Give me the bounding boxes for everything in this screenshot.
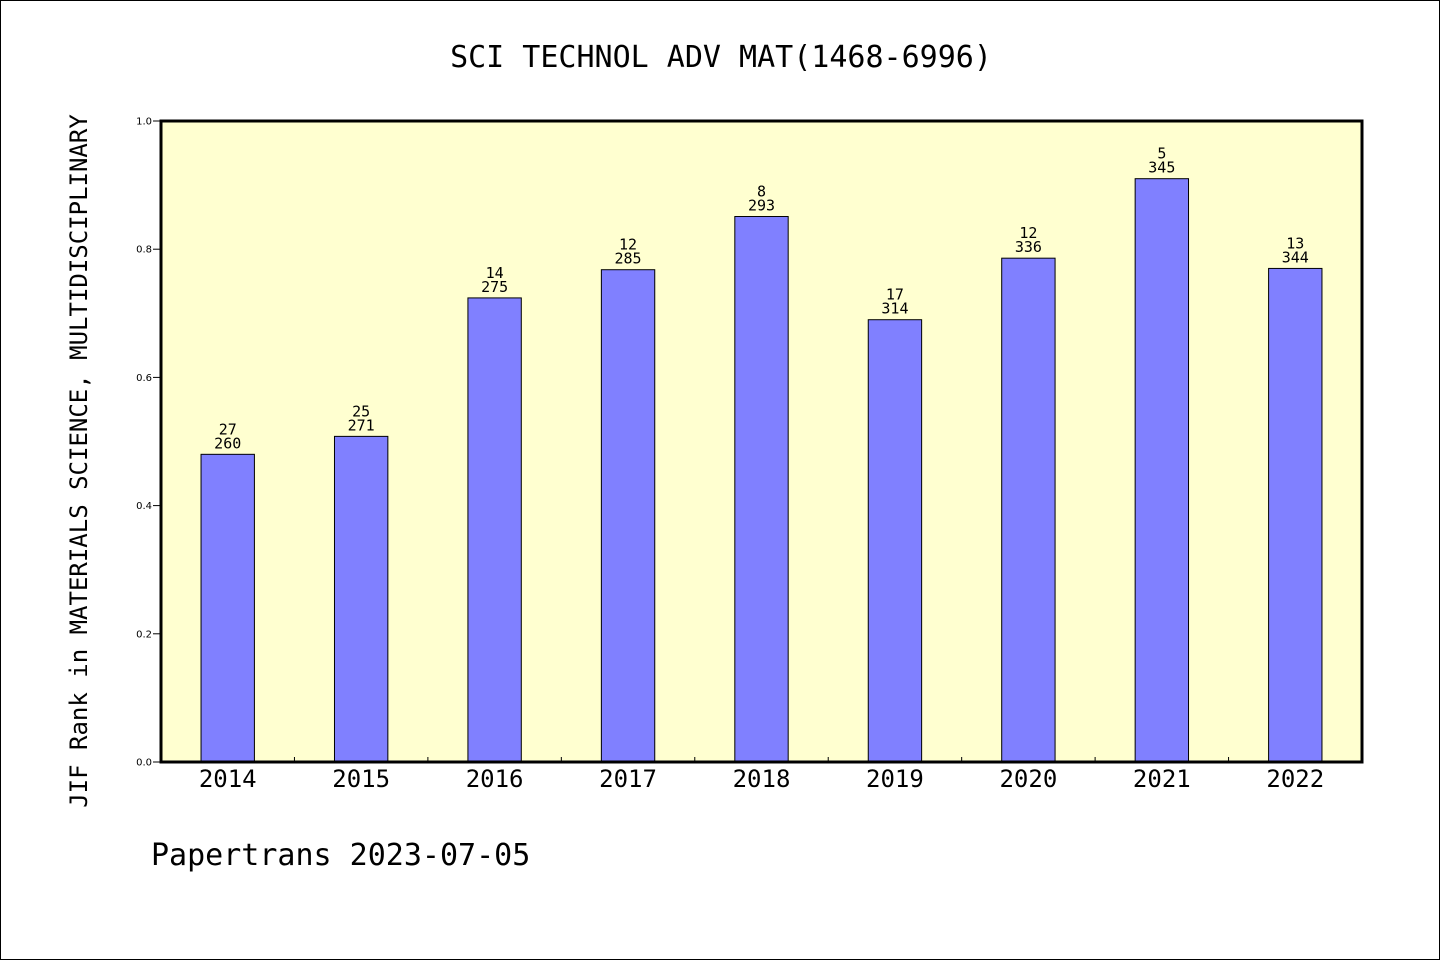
total-label-2018: 293	[748, 197, 775, 215]
chart-title: SCI TECHNOL ADV MAT(1468-6996)	[450, 40, 992, 75]
x-axis: 2014 2015 2016 2017 2018 2019 2020 2021 2022	[199, 757, 1324, 793]
y-tick-label-1.0: 1.0	[136, 117, 152, 128]
x-tick-label-2014: 2014	[199, 765, 257, 793]
y-tick-label-0.6: 0.6	[136, 373, 152, 384]
bar-2018	[734, 216, 789, 763]
bar-2014	[200, 453, 255, 763]
footer-text: Papertrans 2023-07-05	[151, 838, 530, 873]
plot-border	[159, 119, 1364, 764]
bar-2020	[1001, 257, 1056, 763]
rank-label-2019: 17	[886, 286, 904, 304]
rank-label-2016: 14	[486, 264, 504, 282]
total-label-2020: 336	[1015, 238, 1042, 256]
y-tick-label-0.2: 0.2	[136, 629, 152, 640]
bar-2016	[467, 297, 522, 763]
y-tick-label-0.8: 0.8	[136, 245, 152, 256]
total-label-2016: 275	[481, 278, 508, 296]
bar-2021	[1134, 178, 1190, 763]
data-labels-group: 2726025271142751228582931731412336534513…	[214, 145, 1309, 453]
bar-2022	[1268, 267, 1323, 763]
bars-group	[200, 178, 1323, 763]
x-tick-label-2018: 2018	[733, 765, 791, 793]
x-tick-label-2015: 2015	[332, 765, 390, 793]
x-tick-label-2016: 2016	[466, 765, 524, 793]
y-axis-label: JIF Rank in MATERIALS SCIENCE, MULTIDISC…	[65, 114, 93, 808]
rank-label-2021: 5	[1157, 145, 1166, 163]
x-tick-label-2020: 2020	[999, 765, 1057, 793]
x-tick-label-2019: 2019	[866, 765, 924, 793]
bar-2019	[867, 319, 923, 763]
x-tick-label-2021: 2021	[1133, 765, 1191, 793]
rank-label-2015: 25	[352, 402, 370, 420]
total-label-2021: 345	[1148, 159, 1175, 177]
bar-2015	[333, 435, 389, 763]
total-label-2017: 285	[615, 250, 642, 268]
total-label-2019: 314	[881, 300, 908, 318]
y-axis: 0.0 0.2 0.4 0.6 0.8 1.0	[136, 117, 161, 769]
y-tick-label-0.4: 0.4	[136, 501, 152, 512]
rank-label-2020: 12	[1019, 224, 1037, 242]
total-label-2015: 271	[348, 416, 375, 434]
bar-2017	[600, 269, 656, 763]
rank-label-2014: 27	[219, 420, 237, 438]
x-tick-label-2022: 2022	[1266, 765, 1324, 793]
total-label-2014: 260	[214, 434, 241, 452]
x-tick-label-2017: 2017	[599, 765, 657, 793]
total-label-2022: 344	[1282, 248, 1309, 266]
y-tick-label-0.0: 0.0	[136, 758, 152, 769]
rank-label-2017: 12	[619, 236, 637, 254]
rank-label-2018: 8	[757, 183, 766, 201]
rank-label-2022: 13	[1286, 234, 1304, 252]
